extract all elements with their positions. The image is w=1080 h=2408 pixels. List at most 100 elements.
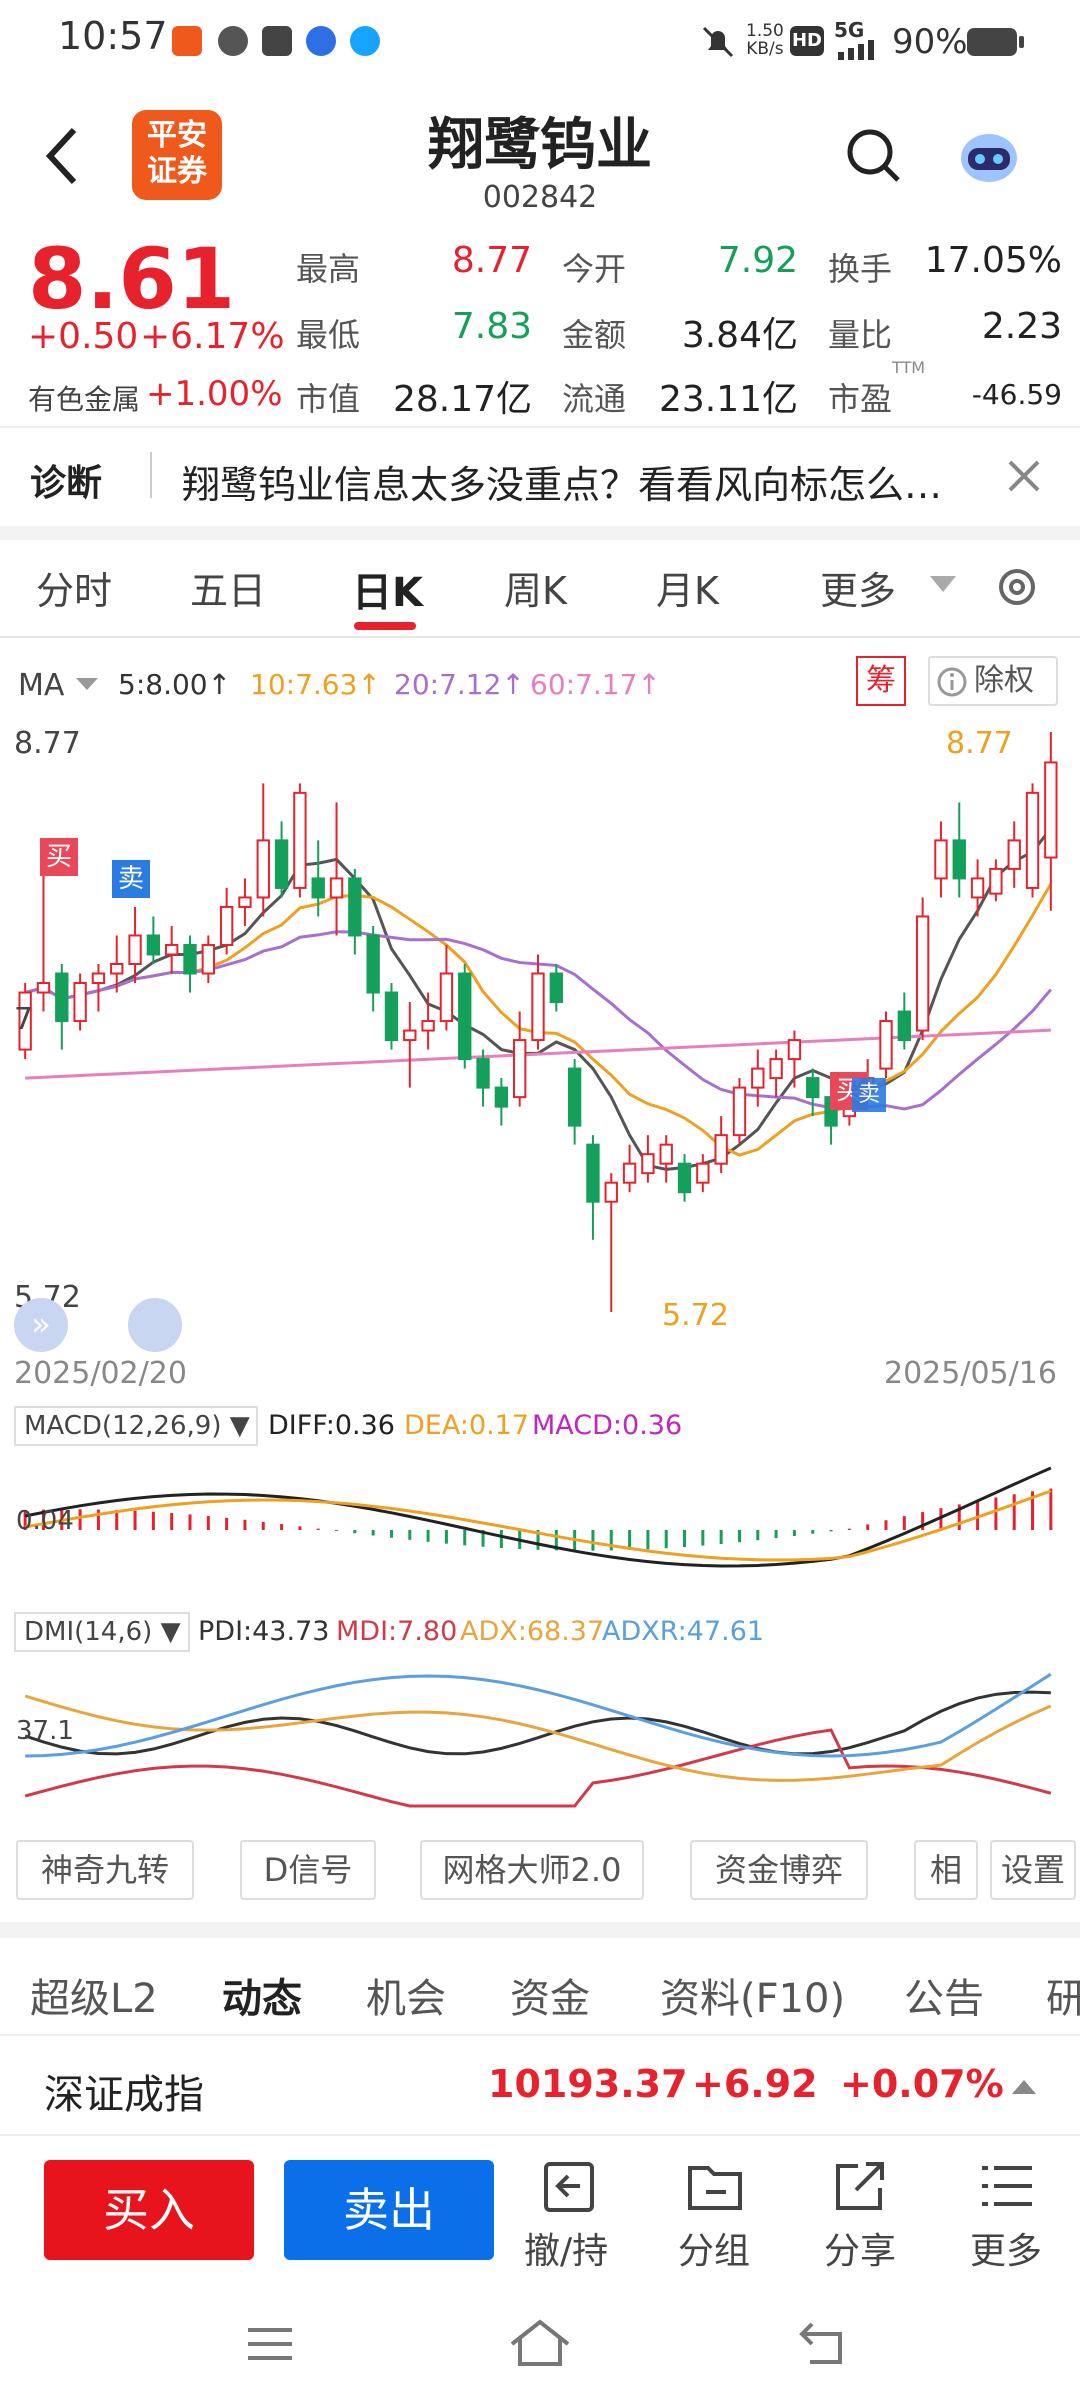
fullscreen-icon[interactable] (128, 1298, 182, 1352)
gear-icon[interactable] (994, 564, 1040, 610)
close-icon[interactable] (1004, 456, 1044, 496)
search-icon[interactable] (844, 126, 904, 186)
caret-up-icon[interactable] (1012, 2080, 1036, 2096)
candle-body (146, 934, 161, 956)
group-button[interactable]: 分组 (678, 2231, 751, 2272)
candle-body (806, 1077, 820, 1099)
tab-capital[interactable]: 资金 (510, 1976, 590, 2022)
tool-more[interactable]: 相 (914, 1840, 978, 1900)
divider (0, 2034, 1080, 2036)
candle-body (513, 1039, 527, 1099)
sell-signal-badge[interactable]: 卖 (852, 1078, 886, 1112)
tab-monthly-k[interactable]: 月K (656, 569, 719, 613)
date-start: 2025/02/20 (14, 1356, 187, 1391)
candle-body (989, 867, 1003, 895)
qq-icon (350, 26, 380, 56)
kline-chart[interactable]: 8.77 7 5.72 8.77 5.72 买 卖 买 卖 » (0, 716, 1080, 1356)
folder-icon[interactable] (686, 2160, 746, 2214)
ma10-value: 10:7.63↑ (250, 668, 381, 701)
tool-d-signal[interactable]: D信号 (240, 1840, 376, 1900)
cancel-hold-button[interactable]: 撤/持 (524, 2231, 609, 2272)
candle-body (732, 1086, 747, 1137)
candle-body (659, 1143, 673, 1165)
candle-body (219, 905, 234, 946)
divider (150, 452, 152, 498)
tool-settings[interactable]: 设置 (990, 1840, 1076, 1900)
index-change: +6.92 (692, 2062, 818, 2106)
caret-down-icon[interactable] (930, 576, 956, 594)
candle-body (293, 791, 307, 889)
share-icon[interactable] (832, 2160, 892, 2214)
open-value: 7.92 (717, 240, 798, 281)
share-button[interactable]: 分享 (824, 2231, 897, 2272)
candle-body (439, 972, 454, 1023)
diagnosis-label: 诊断 (30, 463, 103, 504)
tab-opportunity[interactable]: 机会 (366, 1976, 446, 2022)
status-time: 10:57 (58, 14, 168, 58)
tool-capital-game[interactable]: 资金博弈 (690, 1840, 868, 1900)
ex-right-button[interactable]: 除权 (928, 656, 1058, 706)
tab-super-l2[interactable]: 超级L2 (30, 1976, 158, 2022)
home-nav-icon[interactable] (508, 2318, 572, 2368)
candle-body (183, 943, 197, 975)
tab-f10[interactable]: 资料(F10) (660, 1976, 846, 2022)
more-list-icon[interactable] (978, 2160, 1038, 2214)
tab-more[interactable]: 更多 (820, 569, 897, 613)
volume-ratio-label: 量比 (828, 316, 893, 354)
candle-body (238, 896, 252, 908)
candle-body (403, 1029, 417, 1042)
macd-diff: DIFF:0.36 (268, 1410, 395, 1441)
candle-body (714, 1134, 728, 1165)
tab-announcement[interactable]: 公告 (904, 1976, 984, 2022)
tab-dynamics[interactable]: 动态 (222, 1976, 302, 2022)
undo-icon[interactable] (540, 2160, 600, 2214)
low-marker-label: 5.72 (662, 1298, 729, 1333)
sell-button[interactable]: 卖出 (284, 2160, 494, 2260)
sector-name[interactable]: 有色金属 (28, 383, 141, 416)
candle-body (751, 1067, 765, 1089)
back-nav-icon[interactable] (796, 2320, 852, 2368)
index-bar[interactable]: 深证成指 10193.37 +6.92 +0.07% (0, 2036, 1080, 2134)
candle-body (567, 1067, 582, 1127)
chip-distribution-button[interactable]: 筹 (856, 656, 906, 706)
sell-signal-badge[interactable]: 卖 (112, 860, 150, 898)
diagnosis-text[interactable]: 翔鹭钨业信息太多没重点？看看风向标怎么… (182, 463, 943, 507)
buy-button[interactable]: 买入 (44, 2160, 254, 2260)
tab-research[interactable]: 研 (1046, 1976, 1080, 2022)
pingan-app-icon (172, 26, 202, 56)
app-notification-icon (218, 26, 248, 56)
robot-icon[interactable] (954, 124, 1024, 188)
macd-selector[interactable]: MACD(12,26,9) ▼ (14, 1406, 258, 1446)
open-label: 今开 (562, 250, 627, 288)
tab-intraday[interactable]: 分时 (36, 569, 113, 613)
more-button[interactable]: 更多 (970, 2231, 1043, 2272)
tool-grid-master[interactable]: 网格大师2.0 (420, 1840, 644, 1900)
ma-label[interactable]: MA (18, 668, 65, 703)
macd-value: MACD:0.36 (532, 1410, 683, 1441)
candle-body (55, 972, 69, 1023)
volume-ratio-value: 2.23 (981, 306, 1062, 347)
float-cap-value: 23.11亿 (658, 379, 798, 420)
candle-body (604, 1181, 618, 1203)
candle-body (531, 972, 545, 1042)
diagnosis-bar[interactable]: 诊断 翔鹭钨业信息太多没重点？看看风向标怎么… (0, 430, 1080, 524)
tool-magic-nine[interactable]: 神奇九转 (16, 1840, 194, 1900)
menu-nav-icon[interactable] (244, 2324, 296, 2364)
caret-down-icon[interactable] (76, 678, 98, 692)
buy-signal-badge[interactable]: 买 (40, 838, 78, 876)
tab-daily-k[interactable]: 日K (352, 570, 423, 616)
candle-body (696, 1162, 710, 1184)
section-gap (0, 526, 1080, 540)
dmi-axis-label: 37.1 (16, 1716, 74, 1746)
section-gap (0, 1922, 1080, 1938)
adx-line (24, 1694, 1052, 1782)
kline-svg (18, 732, 1058, 1312)
dmi-selector[interactable]: DMI(14,6) ▼ (14, 1612, 190, 1652)
chevron-left-icon[interactable] (40, 124, 90, 188)
tab-weekly-k[interactable]: 周K (504, 569, 567, 613)
expand-sidebar-icon[interactable]: » (14, 1298, 68, 1352)
amount-label: 金额 (562, 316, 627, 354)
tab-five-day[interactable]: 五日 (190, 569, 267, 613)
hd-icon: HD (790, 26, 824, 56)
candle-body (458, 972, 472, 1061)
